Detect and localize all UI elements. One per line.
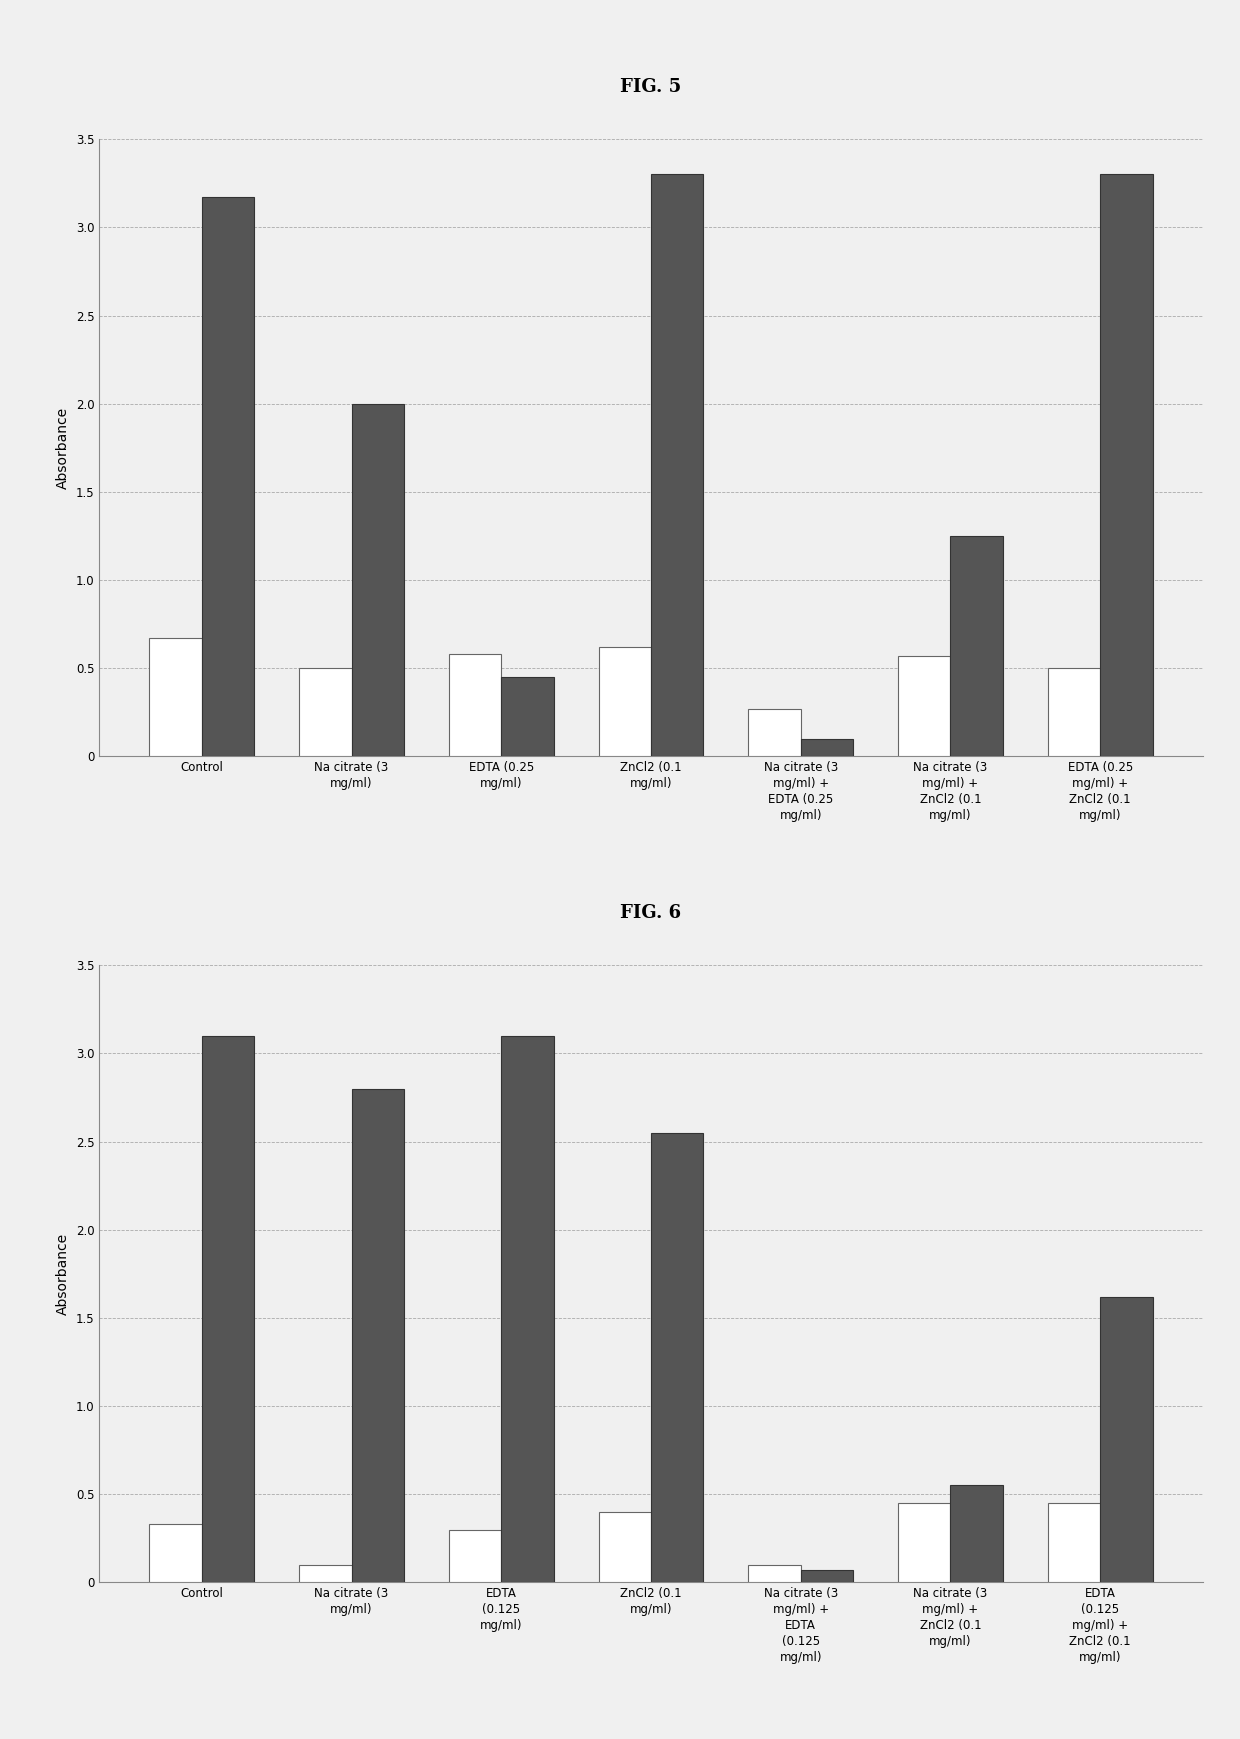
- Bar: [501, 1036, 554, 1582]
- Text: FIG. 5: FIG. 5: [620, 78, 682, 96]
- Bar: [1048, 1502, 1100, 1582]
- Bar: [651, 1132, 703, 1582]
- Bar: [651, 174, 703, 756]
- Bar: [449, 654, 501, 756]
- Bar: [1100, 1297, 1153, 1582]
- Bar: [951, 536, 1003, 756]
- Bar: [202, 1036, 254, 1582]
- Bar: [202, 197, 254, 756]
- Y-axis label: Absorbance: Absorbance: [56, 1233, 71, 1315]
- Bar: [748, 1565, 801, 1582]
- Bar: [599, 1511, 651, 1582]
- Bar: [149, 638, 202, 756]
- Y-axis label: Absorbance: Absorbance: [56, 407, 71, 489]
- Bar: [748, 710, 801, 756]
- Bar: [801, 739, 853, 756]
- Bar: [898, 1502, 951, 1582]
- Bar: [501, 676, 554, 756]
- Bar: [1048, 668, 1100, 756]
- Legend: Growth @ 600 nm, Biofilm @ 630 nm: Growth @ 600 nm, Biofilm @ 630 nm: [492, 998, 810, 1024]
- Text: FIG. 6: FIG. 6: [620, 904, 682, 922]
- Bar: [351, 1089, 404, 1582]
- Bar: [951, 1485, 1003, 1582]
- Bar: [801, 1570, 853, 1582]
- Bar: [351, 403, 404, 756]
- Bar: [898, 656, 951, 756]
- Bar: [299, 1565, 351, 1582]
- Bar: [599, 647, 651, 756]
- Bar: [1100, 174, 1153, 756]
- Bar: [449, 1530, 501, 1582]
- Bar: [149, 1525, 202, 1582]
- Bar: [299, 668, 351, 756]
